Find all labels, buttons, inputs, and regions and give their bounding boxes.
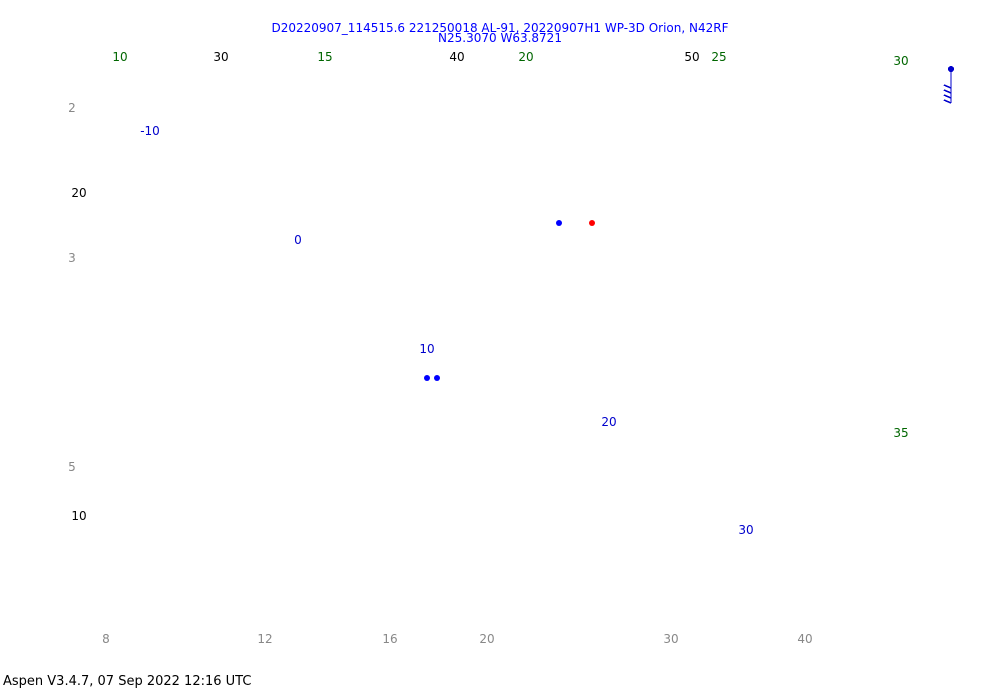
wind-barb-flag	[943, 84, 952, 89]
wind-barb-flag	[943, 94, 952, 99]
dewpoint-point	[424, 375, 430, 381]
mixing-ratio-label: 16	[382, 632, 397, 646]
footer-version: Aspen V3.4.7, 07 Sep 2022 12:16 UTC	[3, 674, 252, 689]
mixing-ratio-label: 2	[68, 101, 76, 115]
isotherm-label: 10	[419, 342, 434, 356]
moist-adiabat-label: 25	[711, 50, 726, 64]
mixing-ratio-label: 8	[102, 632, 110, 646]
isotherm-label: 20	[601, 415, 616, 429]
dry-adiabat-label: 10	[71, 509, 86, 523]
dry-adiabat-label: 30	[213, 50, 228, 64]
dewpoint-point	[434, 375, 440, 381]
mixing-ratio-label: 3	[68, 251, 76, 265]
chart-subtitle: N25.3070 W63.8721	[438, 31, 562, 45]
mixing-ratio-label: 20	[479, 632, 494, 646]
isotherm-label: 30	[738, 523, 753, 537]
wind-barb-flag	[943, 99, 952, 104]
moist-adiabat-label: 10	[112, 50, 127, 64]
moist-adiabat-label: 35	[893, 426, 908, 440]
mixing-ratio-label: 40	[797, 632, 812, 646]
dry-adiabat-label: 50	[684, 50, 699, 64]
isotherm-label: -10	[140, 124, 160, 138]
mixing-ratio-label: 12	[257, 632, 272, 646]
chart-title: D20220907_114515.6 221250018 AL-91, 2022…	[271, 21, 729, 35]
moist-adiabat-label: 30	[893, 54, 908, 68]
wind-barb-flag	[943, 89, 952, 94]
moist-adiabat-label: 20	[518, 50, 533, 64]
mixing-ratio-label: 30	[663, 632, 678, 646]
dry-adiabat-label: 20	[71, 186, 86, 200]
temperature-point	[589, 220, 595, 226]
moist-adiabat-label: 15	[317, 50, 332, 64]
isotherm-label: 0	[294, 233, 302, 247]
mixing-ratio-label: 5	[68, 460, 76, 474]
dewpoint-point	[556, 220, 562, 226]
dry-adiabat-label: 40	[449, 50, 464, 64]
